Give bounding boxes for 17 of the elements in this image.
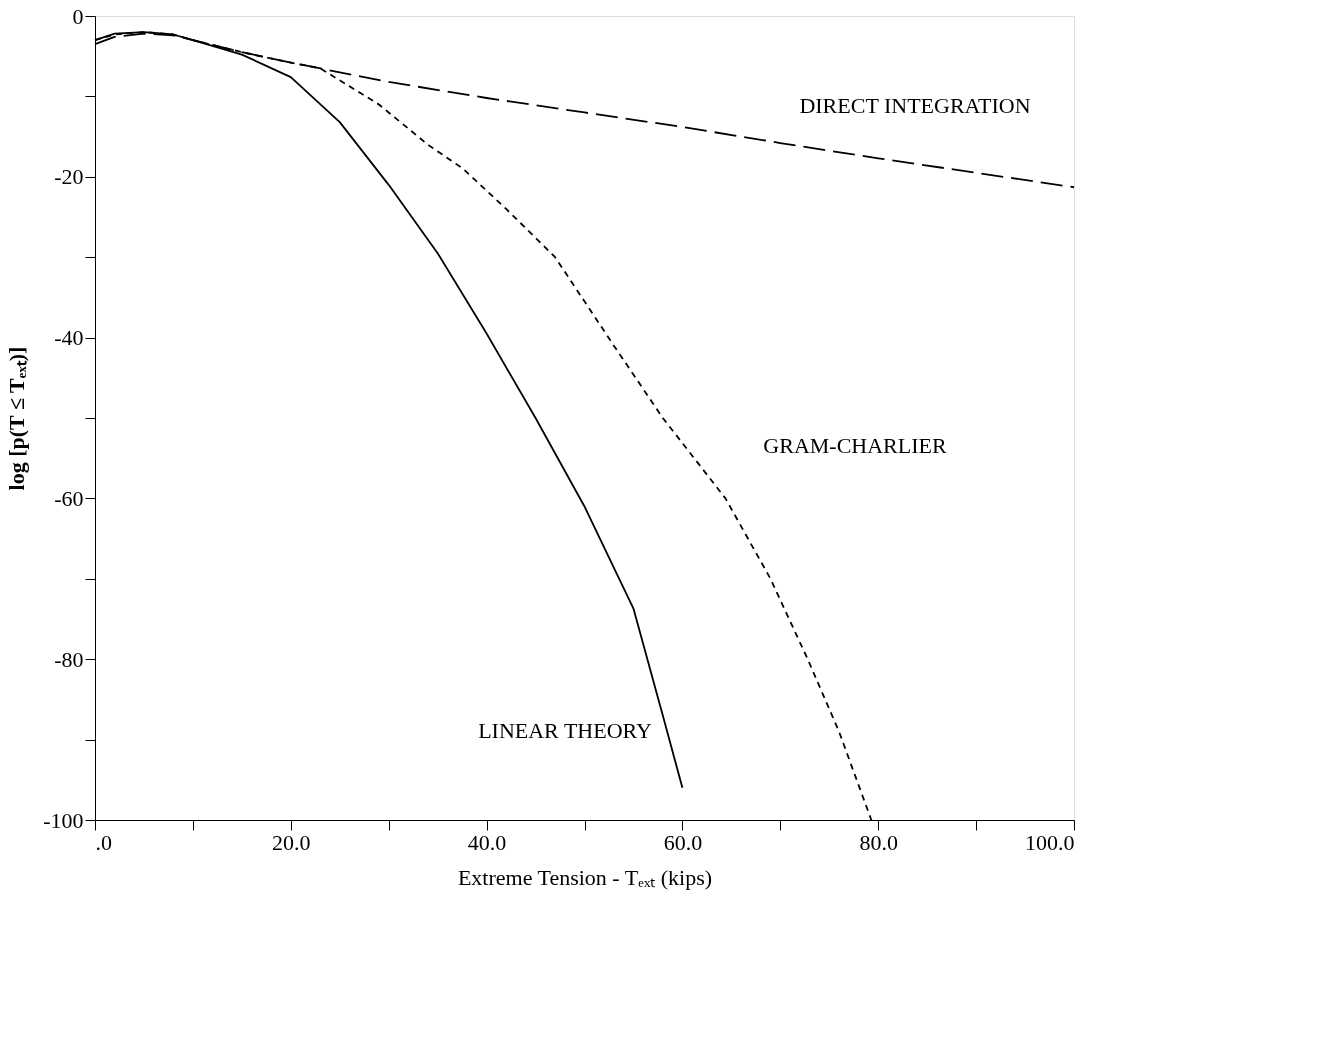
x-axis-title: Extreme Tension - Tₑₓₜ (kips) (457, 864, 713, 890)
x-tick-label: .0 (95, 829, 112, 855)
y-axis-title: log [p(T ≤ Tₑₓₜ)] (4, 346, 30, 491)
series-label: LINEAR THEORY (478, 718, 652, 743)
y-tick-label: -40 (54, 325, 84, 351)
text: GRAM-CHARLIER (763, 433, 947, 458)
series-label: DIRECT INTEGRATION (799, 93, 1031, 118)
y-tick-label: 0 (72, 3, 84, 29)
x-tick-label: 80.0 (859, 829, 898, 855)
x-tick-label: 100.0 (1025, 829, 1075, 855)
y-tick-label: -80 (54, 646, 84, 672)
y-tick-label: -20 (54, 164, 84, 190)
x-tick-label: 40.0 (467, 829, 507, 855)
x-tick-label: 60.0 (663, 829, 703, 855)
y-tick-label: -60 (54, 485, 84, 511)
x-tick-label: 20.0 (272, 829, 311, 855)
y-tick-label: -100 (43, 807, 84, 833)
